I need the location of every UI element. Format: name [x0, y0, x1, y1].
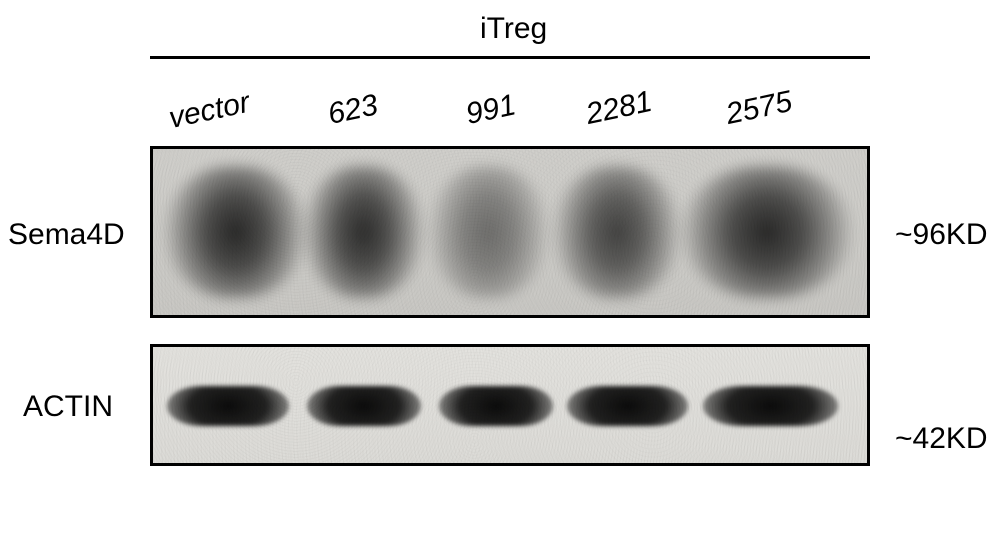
mw-label-actin: ~42KD	[895, 422, 988, 456]
band-sema4d-lane1	[164, 166, 307, 299]
band-actin-lane1	[167, 386, 288, 425]
blot-sema4d	[150, 146, 870, 318]
band-actin-lane2	[307, 386, 421, 425]
lane-label-2575: 2575	[723, 85, 795, 132]
title-underline	[150, 56, 870, 59]
band-sema4d-lane2	[303, 166, 424, 299]
band-actin-lane4	[567, 386, 688, 425]
row-label-actin: ACTIN	[23, 390, 113, 424]
row-label-sema4d: Sema4D	[8, 218, 125, 252]
western-blot-figure: iTreg vector 623 991 2281 2575 Sema4D AC…	[0, 0, 1000, 534]
lane-label-vector: vector	[166, 86, 253, 136]
band-actin-lane3	[439, 386, 553, 425]
panel-title: iTreg	[480, 12, 547, 46]
band-sema4d-lane5	[681, 166, 852, 299]
band-sema4d-lane4	[553, 166, 682, 299]
lane-label-2281: 2281	[583, 85, 655, 132]
band-actin-lane5	[703, 386, 839, 425]
band-sema4d-lane3	[428, 166, 549, 299]
lane-label-623: 623	[325, 88, 381, 132]
blot-actin	[150, 344, 870, 466]
mw-label-sema4d: ~96KD	[895, 218, 988, 252]
lane-label-991: 991	[463, 88, 519, 132]
